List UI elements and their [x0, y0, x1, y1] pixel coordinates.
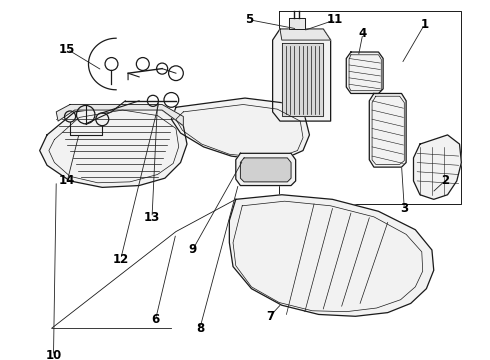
Polygon shape [346, 52, 383, 94]
Text: 8: 8 [196, 322, 204, 335]
Text: 11: 11 [327, 13, 343, 26]
Text: 7: 7 [266, 310, 274, 323]
Polygon shape [369, 94, 406, 167]
Text: 4: 4 [359, 27, 367, 40]
Text: 1: 1 [420, 18, 429, 31]
Polygon shape [40, 104, 187, 188]
Polygon shape [236, 153, 295, 185]
Text: 13: 13 [144, 211, 160, 224]
Text: 2: 2 [441, 175, 449, 188]
Polygon shape [282, 43, 323, 117]
Polygon shape [241, 158, 291, 182]
Text: 10: 10 [46, 350, 62, 360]
Text: 15: 15 [59, 43, 75, 56]
Polygon shape [272, 29, 331, 121]
Text: 14: 14 [59, 175, 75, 188]
Polygon shape [56, 104, 183, 126]
Text: 6: 6 [151, 312, 160, 325]
Text: 5: 5 [245, 13, 254, 26]
Polygon shape [229, 195, 434, 316]
Polygon shape [280, 29, 331, 40]
Polygon shape [172, 98, 310, 160]
Polygon shape [289, 18, 305, 29]
Text: 9: 9 [188, 243, 196, 256]
Text: 3: 3 [400, 202, 408, 215]
Text: 12: 12 [113, 253, 129, 266]
Polygon shape [414, 135, 462, 199]
